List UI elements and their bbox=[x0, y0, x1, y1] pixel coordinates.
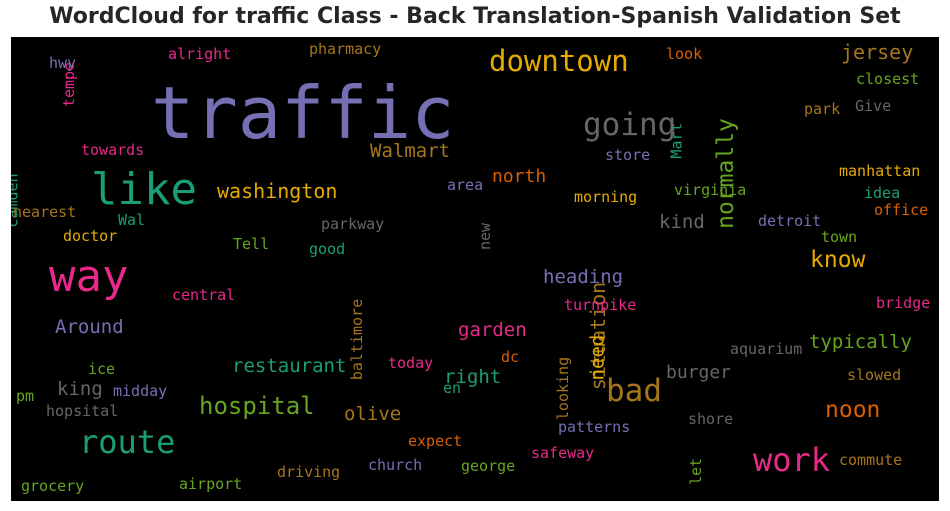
word-typically: typically bbox=[809, 331, 912, 353]
word-dc: dc bbox=[501, 348, 520, 366]
chart-title: WordCloud for traffic Class - Back Trans… bbox=[49, 4, 901, 29]
word-north: north bbox=[492, 166, 547, 187]
word-need: need bbox=[585, 334, 608, 380]
word-way: way bbox=[49, 251, 129, 302]
word-town: town bbox=[821, 228, 858, 246]
word-tell: Tell bbox=[233, 235, 270, 253]
word-looking: looking bbox=[554, 356, 573, 421]
word-aquarium: aquarium bbox=[730, 340, 803, 358]
word-walmart: Walmart bbox=[370, 140, 451, 162]
word-work: work bbox=[753, 441, 831, 479]
word-patterns: patterns bbox=[558, 418, 631, 436]
word-church: church bbox=[368, 456, 423, 474]
word-new: new bbox=[476, 222, 495, 251]
word-king: king bbox=[57, 378, 103, 400]
word-pharmacy: pharmacy bbox=[309, 40, 382, 58]
word-hopsital: hopsital bbox=[46, 402, 119, 420]
word-midday: midday bbox=[113, 382, 168, 400]
word-area: area bbox=[447, 176, 484, 194]
word-wal: Wal bbox=[118, 211, 146, 229]
word-tempe: tempe bbox=[60, 61, 79, 108]
word-pm: pm bbox=[16, 387, 35, 405]
word-doctor: doctor bbox=[63, 227, 118, 245]
word-bad: bad bbox=[606, 373, 662, 409]
word-normally: normally bbox=[712, 118, 739, 229]
word-office: office bbox=[874, 201, 929, 219]
word-noon: noon bbox=[825, 397, 881, 423]
word-around: Around bbox=[55, 316, 124, 338]
word-nearest: nearest bbox=[13, 203, 77, 221]
word-restaurant: restaurant bbox=[232, 355, 347, 377]
word-mart: Mart bbox=[667, 121, 686, 159]
word-right: right bbox=[444, 366, 502, 388]
word-look: look bbox=[666, 45, 703, 63]
word-manhattan: manhattan bbox=[839, 162, 921, 180]
word-idea: idea bbox=[864, 184, 901, 202]
word-olive: olive bbox=[344, 403, 402, 425]
word-washington: washington bbox=[217, 179, 338, 203]
word-traffic: traffic bbox=[151, 71, 455, 155]
word-detroit: detroit bbox=[758, 212, 822, 230]
word-let: let bbox=[687, 457, 706, 486]
word-virginia: virginia bbox=[674, 181, 747, 199]
word-ice: ice bbox=[88, 360, 116, 378]
word-en: en bbox=[443, 379, 462, 397]
word-today: today bbox=[388, 354, 434, 372]
word-shore: shore bbox=[688, 410, 734, 428]
word-airport: airport bbox=[179, 475, 243, 493]
word-garden: garden bbox=[458, 319, 527, 341]
word-parkway: parkway bbox=[321, 215, 385, 233]
word-route: route bbox=[79, 423, 176, 461]
word-jersey: jersey bbox=[841, 40, 914, 64]
word-morning: morning bbox=[574, 188, 638, 206]
word-downtown: downtown bbox=[489, 44, 629, 78]
word-going: going bbox=[583, 107, 677, 143]
word-know: know bbox=[810, 247, 866, 273]
word-safeway: safeway bbox=[531, 444, 595, 462]
word-kind: kind bbox=[659, 211, 705, 233]
wordcloud-canvas: traffic way like route work downtown going bad n… bbox=[11, 37, 939, 501]
word-hwy: hwy bbox=[49, 54, 77, 72]
word-driving: driving bbox=[277, 463, 341, 481]
word-burger: burger bbox=[666, 362, 732, 383]
word-hospital: hospital bbox=[199, 392, 315, 420]
word-slowed: slowed bbox=[847, 366, 902, 384]
word-bridge: bridge bbox=[876, 294, 931, 312]
word-like: like bbox=[91, 164, 197, 215]
word-commute: commute bbox=[839, 451, 903, 469]
word-alright: alright bbox=[168, 45, 232, 63]
word-towards: towards bbox=[81, 141, 145, 159]
word-george: george bbox=[461, 457, 516, 475]
word-store: store bbox=[605, 146, 651, 164]
word-expect: expect bbox=[408, 432, 463, 450]
word-give: Give bbox=[855, 97, 892, 115]
word-heading: heading bbox=[543, 266, 624, 288]
word-central: central bbox=[172, 286, 236, 304]
word-grocery: grocery bbox=[21, 477, 85, 495]
word-park: park bbox=[804, 100, 841, 118]
word-baltimore: baltimore bbox=[348, 298, 367, 381]
word-turnpike: turnpike bbox=[564, 296, 637, 314]
word-good: good bbox=[309, 240, 346, 258]
word-closest: closest bbox=[856, 70, 920, 88]
